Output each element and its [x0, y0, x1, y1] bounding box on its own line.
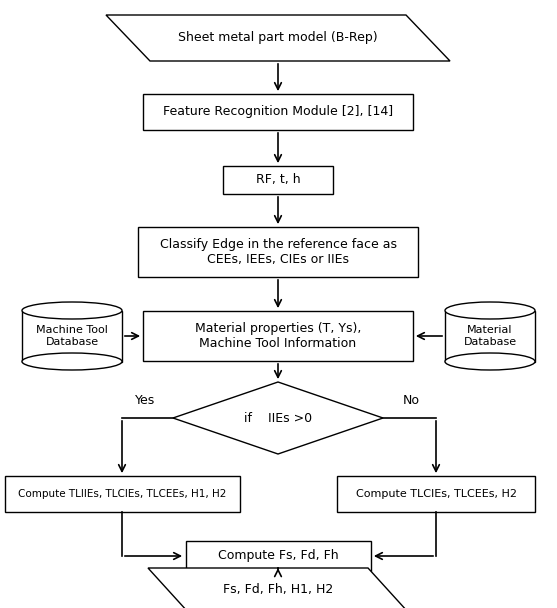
Text: if    IIEs >0: if IIEs >0 [244, 412, 312, 424]
Text: Compute TLIIEs, TLCIEs, TLCEEs, H1, H2: Compute TLIIEs, TLCIEs, TLCEEs, H1, H2 [18, 489, 226, 499]
Ellipse shape [22, 302, 122, 319]
Ellipse shape [445, 353, 535, 370]
FancyBboxPatch shape [445, 311, 535, 362]
FancyBboxPatch shape [22, 311, 122, 362]
FancyBboxPatch shape [138, 227, 418, 277]
FancyBboxPatch shape [143, 94, 413, 130]
FancyBboxPatch shape [143, 311, 413, 361]
Ellipse shape [22, 353, 122, 370]
Text: Fs, Fd, Fh, H1, H2: Fs, Fd, Fh, H1, H2 [223, 584, 333, 596]
Text: Yes: Yes [135, 393, 155, 407]
Text: Material properties (T, Ys),
Machine Tool Information: Material properties (T, Ys), Machine Too… [195, 322, 361, 350]
Text: Machine Tool
Database: Machine Tool Database [36, 325, 108, 347]
FancyBboxPatch shape [223, 166, 333, 194]
FancyBboxPatch shape [337, 476, 535, 512]
FancyBboxPatch shape [4, 476, 240, 512]
Text: Sheet metal part model (B-Rep): Sheet metal part model (B-Rep) [178, 32, 378, 44]
Polygon shape [173, 382, 383, 454]
Text: Compute TLCIEs, TLCEEs, H2: Compute TLCIEs, TLCEEs, H2 [355, 489, 516, 499]
Text: Compute Fs, Fd, Fh: Compute Fs, Fd, Fh [218, 550, 338, 562]
FancyBboxPatch shape [185, 541, 370, 571]
Text: Classify Edge in the reference face as
CEEs, IEEs, CIEs or IIEs: Classify Edge in the reference face as C… [159, 238, 397, 266]
Text: RF, t, h: RF, t, h [256, 173, 300, 187]
Text: Feature Recognition Module [2], [14]: Feature Recognition Module [2], [14] [163, 106, 393, 119]
Text: No: No [403, 393, 419, 407]
Polygon shape [106, 15, 450, 61]
Polygon shape [148, 568, 408, 608]
Text: Material
Database: Material Database [463, 325, 516, 347]
Ellipse shape [445, 302, 535, 319]
